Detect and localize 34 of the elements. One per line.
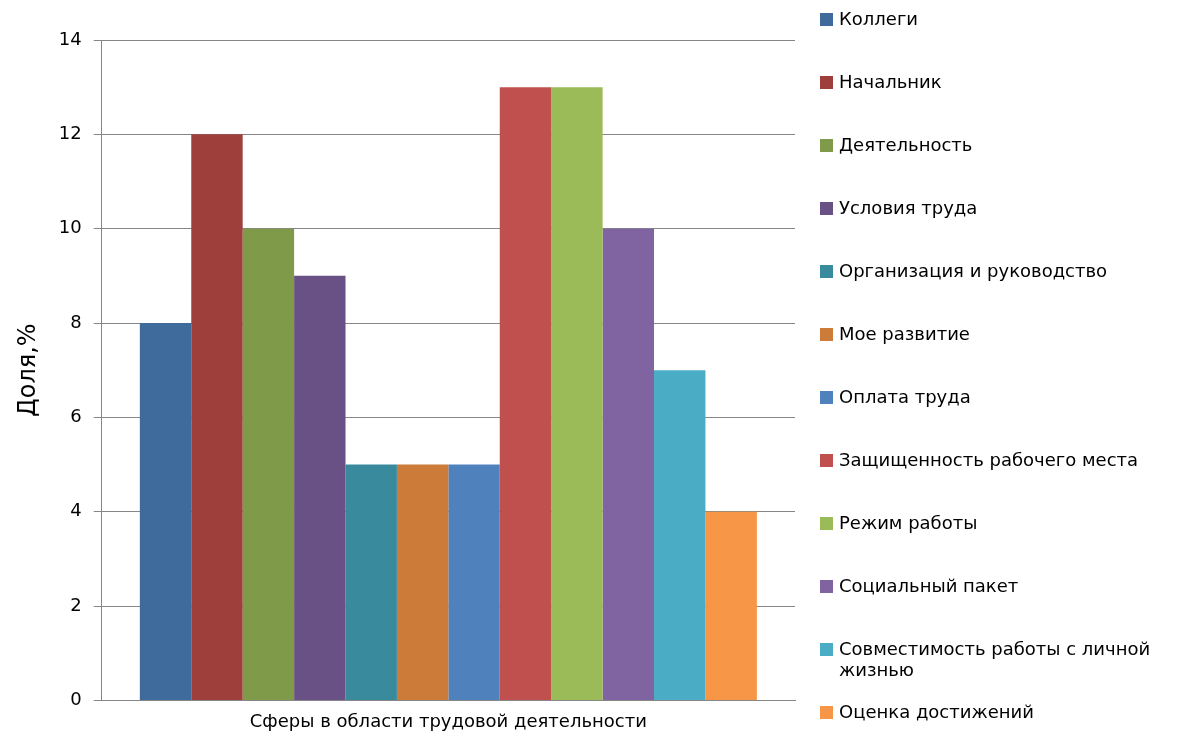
- x-tick-label: Сферы в области трудовой деятельности: [249, 709, 647, 731]
- y-tick-label: 14: [58, 27, 82, 49]
- y-tick-label: 2: [70, 593, 82, 615]
- legend-label: Условия труда: [839, 197, 978, 218]
- bar: [602, 228, 655, 700]
- bar: [139, 323, 192, 700]
- legend-label: Коллеги: [839, 8, 919, 29]
- y-tick-label: 10: [58, 216, 82, 238]
- y-tick-label: 0: [70, 688, 82, 710]
- legend-label: Социальный пакет: [839, 575, 1019, 596]
- bar: [294, 275, 346, 700]
- bar: [191, 134, 243, 700]
- legend-label: Деятельность: [839, 134, 973, 155]
- legend-label: Совместимость работы с личной жизнью: [839, 638, 1152, 680]
- bar: [242, 228, 295, 700]
- legend-label: Начальник: [839, 71, 942, 92]
- y-tick-label: 12: [58, 122, 82, 144]
- y-tick-label: 4: [70, 499, 82, 521]
- legend-label: Оценка достижений: [839, 701, 1034, 722]
- legend-label: Оплата труда: [839, 386, 971, 407]
- bar: [448, 464, 500, 700]
- bar: [654, 370, 706, 700]
- bar: [551, 87, 603, 700]
- legend-label: Мое развитие: [839, 323, 970, 344]
- y-axis-title: Доля,%: [12, 323, 41, 418]
- bar: [396, 464, 449, 700]
- legend-label: Защищенность рабочего места: [839, 449, 1139, 470]
- legend-label: Режим работы: [839, 512, 978, 533]
- bar: [499, 87, 552, 700]
- y-tick-label: 8: [70, 310, 82, 332]
- bar: [705, 511, 757, 700]
- y-tick-label: 6: [70, 405, 82, 427]
- bar: [345, 464, 397, 700]
- legend-label: Организация и руководство: [839, 260, 1108, 281]
